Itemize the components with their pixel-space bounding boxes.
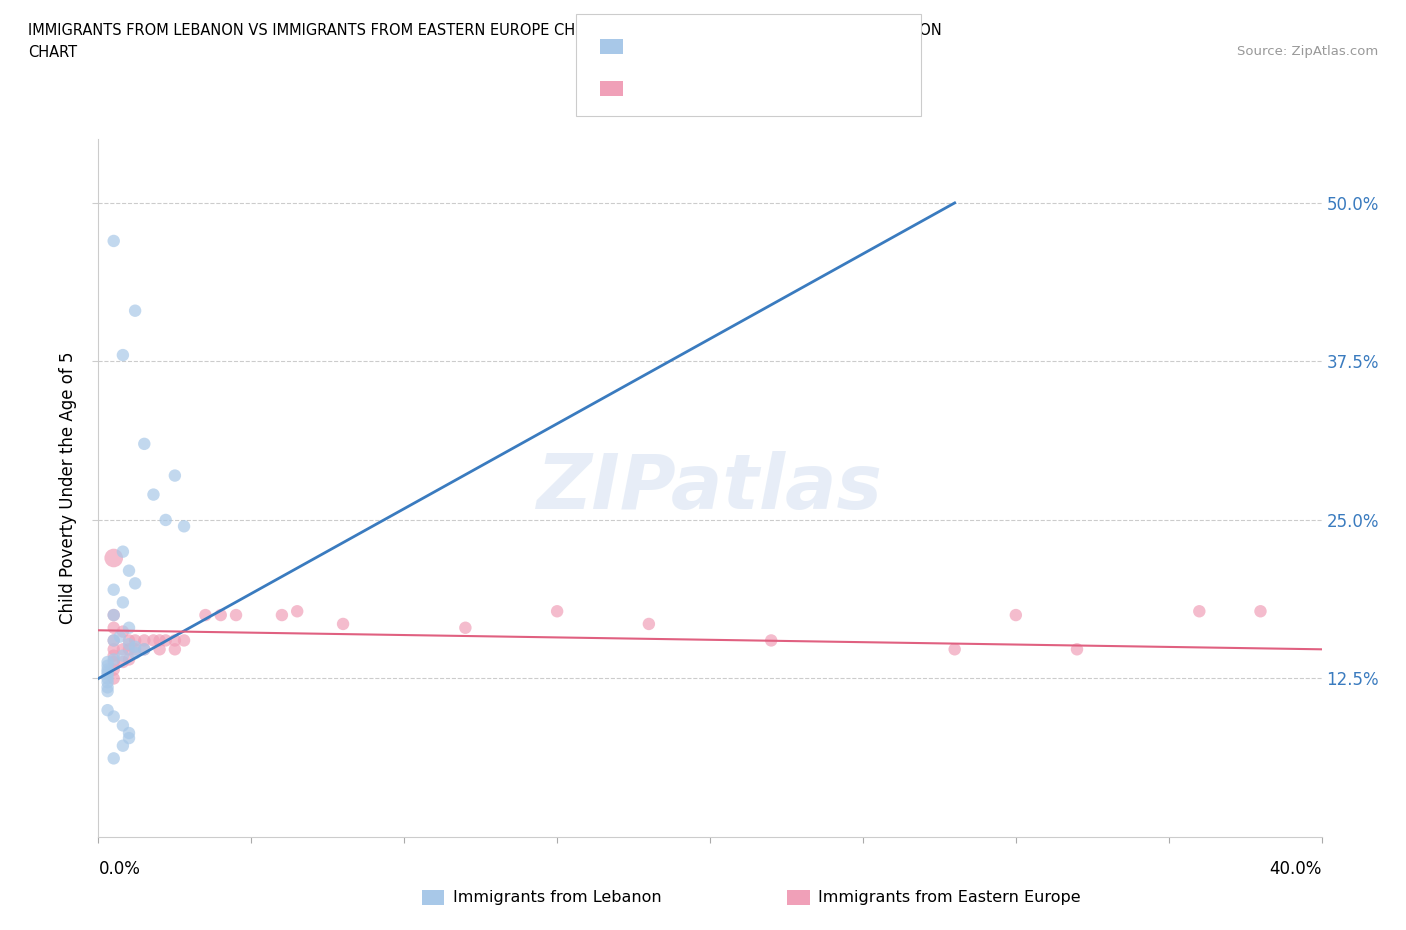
Text: 41: 41	[792, 79, 813, 98]
Point	[111, 348, 134, 363]
Point	[111, 642, 134, 657]
Point	[163, 642, 186, 657]
Point	[97, 684, 120, 698]
Point	[285, 604, 308, 618]
Point	[270, 607, 292, 622]
Point	[103, 642, 125, 657]
Point	[108, 630, 131, 644]
Point	[118, 731, 141, 746]
Point	[155, 512, 177, 527]
Point	[134, 633, 156, 648]
Point	[134, 642, 156, 657]
Text: N =: N =	[745, 79, 782, 98]
Point	[103, 551, 125, 565]
Text: 0.0%: 0.0%	[98, 860, 141, 878]
Point	[118, 637, 141, 652]
Text: N =: N =	[745, 37, 782, 56]
Text: Immigrants from Eastern Europe: Immigrants from Eastern Europe	[818, 890, 1081, 905]
Point	[546, 604, 568, 618]
Text: 39: 39	[792, 37, 813, 56]
Point	[118, 633, 141, 648]
Point	[111, 595, 134, 610]
Point	[111, 738, 134, 753]
Text: CHART: CHART	[28, 45, 77, 60]
Point	[103, 633, 125, 648]
Point	[225, 607, 247, 622]
Point	[97, 662, 120, 677]
Point	[103, 655, 125, 670]
Point	[97, 665, 120, 680]
Point	[97, 675, 120, 690]
Point	[111, 624, 134, 639]
Point	[103, 633, 125, 648]
Point	[97, 703, 120, 718]
Point	[454, 620, 477, 635]
Text: 0.589: 0.589	[679, 37, 727, 56]
Point	[1004, 607, 1026, 622]
Point	[124, 645, 146, 660]
Point	[111, 655, 134, 670]
Point	[103, 607, 125, 622]
Point	[155, 633, 177, 648]
Point	[759, 633, 782, 648]
Text: ZIPatlas: ZIPatlas	[537, 451, 883, 525]
Text: Immigrants from Lebanon: Immigrants from Lebanon	[453, 890, 661, 905]
Point	[103, 671, 125, 686]
Point	[97, 655, 120, 670]
Text: IMMIGRANTS FROM LEBANON VS IMMIGRANTS FROM EASTERN EUROPE CHILD POVERTY UNDER TH: IMMIGRANTS FROM LEBANON VS IMMIGRANTS FR…	[28, 23, 942, 38]
Point	[124, 639, 146, 654]
Point	[118, 725, 141, 740]
Point	[1066, 642, 1088, 657]
Point	[103, 233, 125, 248]
Point	[943, 642, 966, 657]
Point	[124, 576, 146, 591]
Text: 40.0%: 40.0%	[1270, 860, 1322, 878]
Point	[118, 620, 141, 635]
Point	[173, 633, 195, 648]
Point	[111, 648, 134, 663]
Point	[103, 582, 125, 597]
Point	[118, 642, 141, 657]
Point	[1249, 604, 1271, 618]
Point	[97, 680, 120, 695]
Point	[134, 436, 156, 451]
Text: R =: R =	[633, 79, 669, 98]
Point	[103, 620, 125, 635]
Point	[637, 617, 661, 631]
Point	[111, 544, 134, 559]
Point	[124, 303, 146, 318]
Point	[173, 519, 195, 534]
Point	[118, 652, 141, 667]
Point	[163, 468, 186, 483]
Point	[103, 652, 125, 667]
Point	[103, 709, 125, 724]
Text: R=: R=	[633, 37, 669, 56]
Point	[103, 607, 125, 622]
Point	[97, 667, 120, 682]
Point	[103, 662, 125, 677]
Point	[1188, 604, 1211, 618]
Point	[194, 607, 217, 622]
Point	[97, 658, 120, 673]
Point	[142, 487, 165, 502]
Point	[111, 718, 134, 733]
Point	[118, 564, 141, 578]
Point	[124, 642, 146, 657]
Text: Source: ZipAtlas.com: Source: ZipAtlas.com	[1237, 45, 1378, 58]
Point	[332, 617, 354, 631]
Y-axis label: Child Poverty Under the Age of 5: Child Poverty Under the Age of 5	[59, 352, 77, 625]
Point	[124, 633, 146, 648]
Point	[103, 648, 125, 663]
Point	[149, 633, 172, 648]
Point	[142, 633, 165, 648]
Point	[103, 751, 125, 765]
Point	[163, 633, 186, 648]
Point	[134, 642, 156, 657]
Text: -0.072: -0.072	[679, 79, 733, 98]
Point	[97, 671, 120, 686]
Point	[209, 607, 232, 622]
Point	[149, 642, 172, 657]
